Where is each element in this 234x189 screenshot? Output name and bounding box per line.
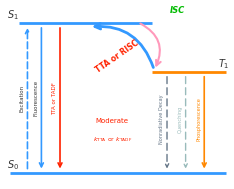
Text: $S_0$: $S_0$ [7,159,18,172]
Text: TTA or TADF: TTA or TADF [52,82,57,115]
Text: Fluorescence: Fluorescence [34,80,39,116]
Text: ISC: ISC [170,6,185,15]
Text: Excitation: Excitation [20,85,25,112]
Text: $k_\mathrm{TTA}$ or $k_\mathrm{TADF}$: $k_\mathrm{TTA}$ or $k_\mathrm{TADF}$ [93,135,132,144]
Text: $T_1$: $T_1$ [218,57,230,71]
Text: Moderate: Moderate [96,118,129,124]
Text: Quenching: Quenching [178,105,183,132]
Text: Nonradiative Decay: Nonradiative Decay [159,94,165,144]
Text: $S_1$: $S_1$ [7,9,18,22]
Text: TTA or RISC: TTA or RISC [94,39,140,75]
Text: Phosphorescence: Phosphorescence [197,97,202,141]
